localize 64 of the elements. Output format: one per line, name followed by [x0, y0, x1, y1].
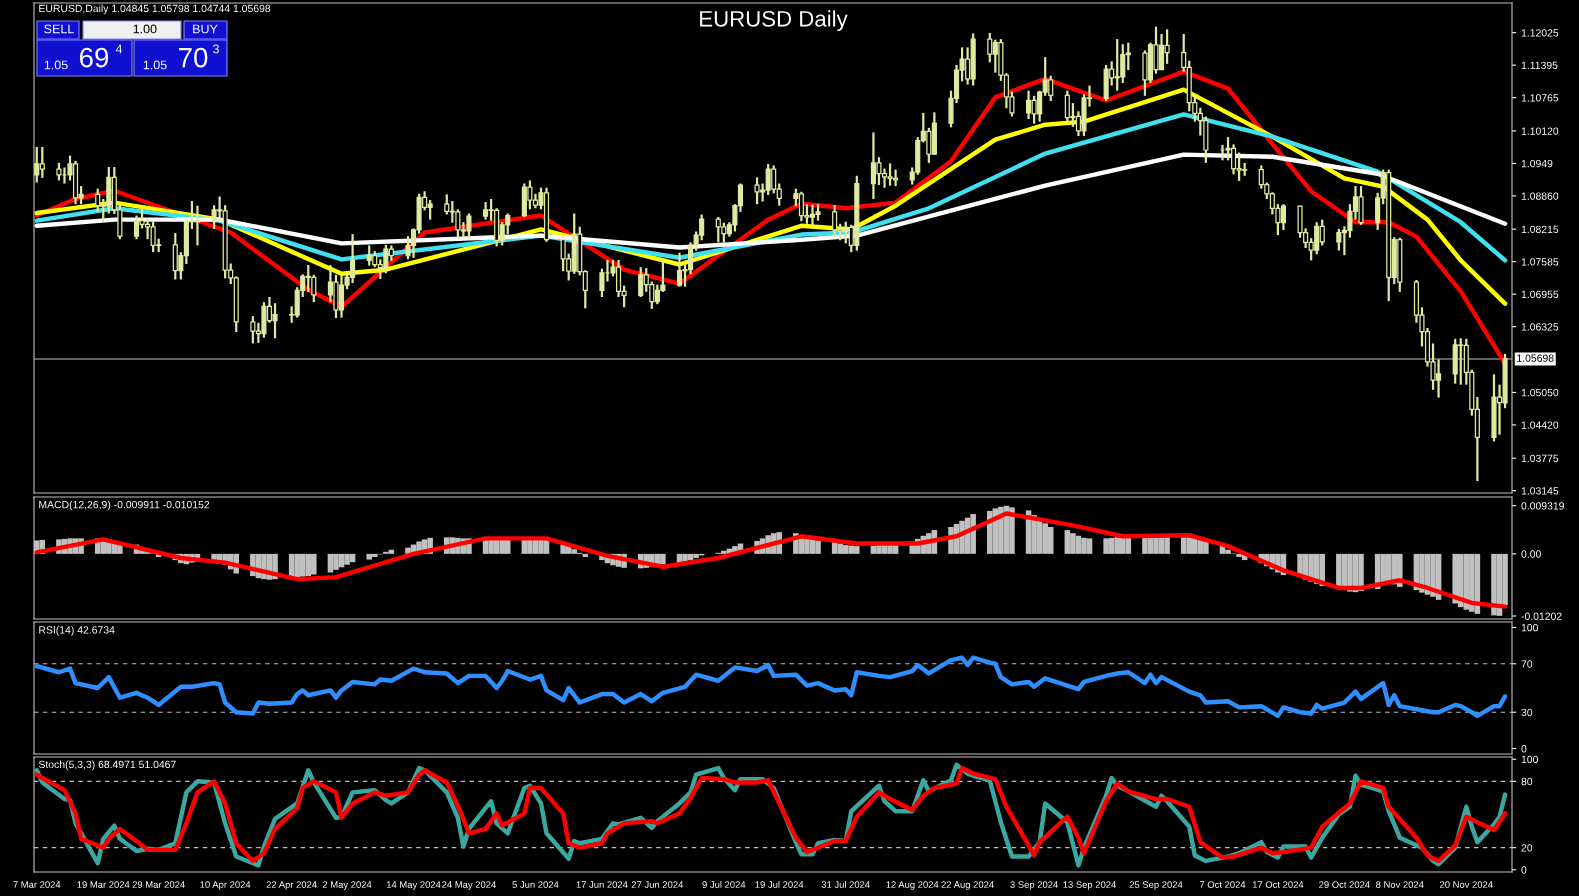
y-tick-label: 1.11395: [1521, 61, 1558, 70]
x-tick-label: 20 Nov 2024: [1439, 881, 1493, 888]
annotation: 69: [79, 47, 109, 68]
x-tick-label: 14 May 2024: [386, 881, 441, 890]
y-tick-label: 1.07585: [1521, 258, 1559, 266]
annotation: 1.00: [133, 24, 157, 34]
y-tick-label: 1.10120: [1521, 127, 1559, 135]
x-tick-label: 7 Mar 2024: [13, 881, 61, 888]
y-tick-label: 1.06955: [1521, 290, 1559, 299]
x-tick-label: 29 Mar 2024: [132, 881, 185, 888]
x-tick-label: 17 Oct 2024: [1252, 881, 1304, 888]
x-tick-label: 12 Aug 2024: [886, 881, 939, 890]
x-tick-label: 9 Jul 2024: [702, 881, 746, 888]
y-tick-label: 1.0949: [1521, 159, 1553, 168]
x-tick-label: 2 May 2024: [322, 881, 372, 890]
x-tick-label: 22 Apr 2024: [266, 881, 317, 890]
y-tick-label: 80: [1521, 777, 1533, 786]
y-tick-label: 1.05050: [1521, 388, 1559, 397]
x-tick-label: 10 Apr 2024: [200, 881, 251, 890]
x-tick-label: 31 Jul 2024: [821, 881, 870, 888]
y-tick-label: 0.00: [1521, 550, 1541, 558]
x-tick-label: 5 Jun 2024: [512, 881, 559, 888]
x-tick-label: 3 Sep 2024: [1010, 881, 1058, 890]
annotation: SELL: [44, 24, 74, 34]
y-tick-label: 100: [1521, 755, 1538, 764]
y-tick-label: 1.12025: [1521, 29, 1559, 37]
x-tick-label: 7 Oct 2024: [1199, 881, 1246, 888]
x-tick-label: 27 Jun 2024: [631, 881, 684, 888]
x-tick-label: 13 Sep 2024: [1063, 881, 1117, 890]
x-tick-label: 29 Oct 2024: [1319, 881, 1370, 888]
x-tick-label: 19 Jul 2024: [755, 881, 804, 888]
y-tick-label: 100: [1521, 623, 1538, 632]
y-tick-label: 0.009319: [1521, 502, 1564, 510]
y-tick-label: 1.03145: [1521, 487, 1559, 495]
y-tick-label: -0.01202: [1521, 612, 1562, 620]
chart-title: EURUSD Daily: [700, 10, 848, 32]
y-tick-label: 1.06325: [1521, 323, 1559, 331]
chart-title: Stoch(5,3,3) 68.4971 51.0467: [38, 760, 176, 771]
y-tick-label: 1.03775: [1521, 454, 1559, 463]
annotation: 4: [115, 44, 123, 54]
chart-subtitle: EURUSD,Daily 1.04845 1.05798 1.04744 1.05698: [39, 4, 271, 15]
y-tick-label: 70: [1521, 660, 1533, 668]
x-tick-label: 19 Mar 2024: [77, 881, 130, 888]
y-tick-label: 1.10765: [1521, 94, 1559, 102]
y-tick-label: 1.08215: [1521, 225, 1559, 234]
annotation: BUY: [193, 24, 218, 34]
annotation: 1.05: [143, 60, 167, 70]
x-tick-label: 24 May 2024: [442, 881, 496, 890]
annotation: 3: [213, 44, 219, 54]
x-tick-label: 17 Jun 2024: [576, 881, 628, 888]
y-tick-label: 1.08860: [1521, 192, 1559, 200]
x-tick-label: 8 Nov 2024: [1376, 881, 1424, 888]
x-tick-label: 22 Aug 2024: [941, 881, 994, 890]
annotation: 70: [178, 47, 208, 68]
chart-title: MACD(12,26,9) -0.009911 -0.010152: [39, 500, 210, 511]
chart-title: RSI(14) 42.6734: [39, 625, 115, 636]
annotation: 1.05: [44, 60, 68, 70]
y-tick-label: 0: [1521, 866, 1527, 874]
ref-line-label: 1.05698: [1517, 354, 1554, 362]
y-tick-label: 1.04420: [1521, 421, 1559, 429]
y-tick-label: 20: [1521, 844, 1533, 852]
y-tick-label: 30: [1521, 708, 1533, 717]
y-tick-label: 0: [1521, 745, 1527, 753]
x-tick-label: 25 Sep 2024: [1129, 881, 1183, 890]
